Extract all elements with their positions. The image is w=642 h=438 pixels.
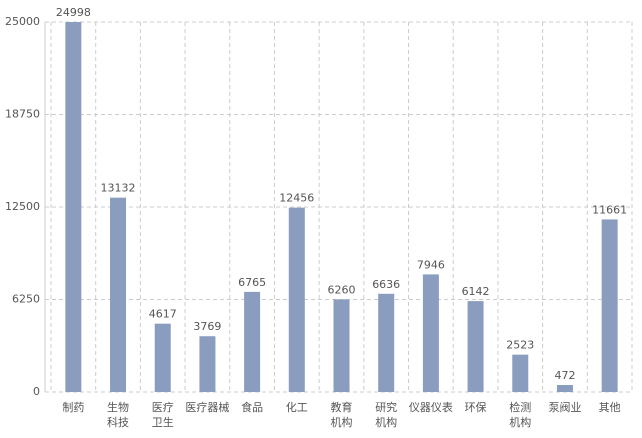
bar [244, 291, 261, 392]
x-tick-label: 教育 机构 [330, 401, 353, 429]
x-tick-label: 制药 [62, 401, 85, 414]
y-tick-label: 18750 [5, 108, 40, 121]
y-tick-label: 0 [33, 385, 40, 398]
bar [110, 197, 127, 392]
value-label: 2523 [506, 339, 534, 352]
value-label: 3769 [193, 320, 221, 333]
bar [65, 22, 82, 392]
x-tick-label: 环保 [464, 401, 487, 414]
bar [467, 301, 484, 392]
value-label: 7946 [417, 258, 445, 271]
x-tick-label: 检测 机构 [509, 401, 532, 429]
value-label: 24998 [56, 6, 91, 19]
bar [288, 207, 305, 392]
value-label: 6765 [238, 276, 266, 289]
y-tick-label: 12500 [5, 200, 40, 213]
y-tick-label: 6250 [12, 293, 40, 306]
bar [556, 385, 573, 392]
value-label: 13132 [101, 182, 136, 195]
value-label: 6142 [462, 285, 490, 298]
y-tick-label: 25000 [5, 15, 40, 28]
x-tick-label: 化工 [285, 401, 308, 414]
bar [199, 336, 216, 392]
bar [333, 299, 350, 392]
x-tick-label: 其他 [598, 401, 621, 414]
value-label: 6260 [328, 283, 356, 296]
x-tick-label: 医疗器械 [185, 401, 230, 414]
value-label: 4617 [149, 308, 177, 321]
x-tick-label: 生物 科技 [107, 401, 130, 429]
value-label: 12456 [279, 192, 314, 205]
value-label: 6636 [372, 278, 400, 291]
bar [601, 219, 618, 392]
x-tick-label: 泵阀业 [548, 401, 582, 414]
x-tick-label: 仪器仪表 [408, 401, 453, 414]
x-tick-label: 研究 机构 [375, 401, 398, 429]
bar [154, 323, 171, 392]
bar [378, 293, 395, 392]
bar [512, 354, 529, 392]
value-label: 11661 [592, 203, 627, 216]
value-label: 472 [554, 369, 575, 382]
x-tick-label: 食品 [241, 401, 264, 414]
x-tick-label: 医疗 卫生 [151, 401, 174, 429]
bar [422, 274, 439, 392]
